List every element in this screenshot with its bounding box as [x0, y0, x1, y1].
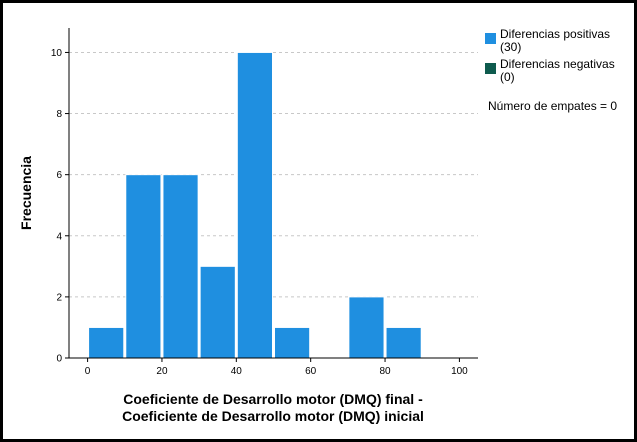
histogram-bar-80-90: [385, 326, 422, 359]
y-tick-label-8: 8: [56, 109, 62, 120]
x-tick-label-0: 0: [85, 366, 91, 377]
histogram-bar-70-80: [348, 296, 385, 359]
y-tick-label-4: 4: [56, 231, 62, 242]
histogram-bar-40-50: [236, 51, 273, 359]
x-tick-label-100: 100: [451, 366, 468, 377]
ties-note: Número de empates = 0: [488, 99, 617, 113]
x-tick-label-40: 40: [231, 366, 243, 377]
legend-count-negative: (0): [500, 70, 515, 84]
histogram-bar-10-20: [125, 174, 162, 359]
y-tick-label-6: 6: [56, 170, 62, 181]
y-tick-label-10: 10: [51, 48, 63, 59]
histogram-bar-50-60: [274, 326, 311, 359]
y-tick-label-2: 2: [56, 292, 62, 303]
x-axis-title-line-2: Coeficiente de Desarrollo motor (DMQ) in…: [122, 408, 424, 424]
y-tick-labels: 0 2 4 6 8 10: [51, 48, 69, 365]
legend-label-negative: Diferencias negativas: [500, 57, 615, 71]
histogram-bar-20-30: [162, 174, 199, 359]
legend-count-positive: (30): [500, 40, 521, 54]
x-tick-labels: 0 20 40 60 80 100: [85, 358, 468, 377]
axes: [68, 28, 478, 359]
histogram-bar-0-10: [88, 326, 125, 359]
x-tick-label-20: 20: [156, 366, 168, 377]
x-tick-label-80: 80: [379, 366, 391, 377]
legend: Diferencias positivas (30) Diferencias n…: [485, 27, 617, 113]
legend-swatch-negative: [485, 63, 496, 74]
legend-label-positive: Diferencias positivas: [500, 27, 610, 41]
x-axis-title-line-1: Coeficiente de Desarrollo motor (DMQ) fi…: [123, 391, 423, 407]
x-tick-label-60: 60: [305, 366, 317, 377]
y-axis-title: Frecuencia: [18, 156, 34, 230]
histogram-bar-30-40: [199, 265, 236, 359]
y-tick-label-0: 0: [56, 354, 62, 365]
bars-group: [88, 51, 422, 359]
legend-swatch-positive: [485, 33, 496, 44]
